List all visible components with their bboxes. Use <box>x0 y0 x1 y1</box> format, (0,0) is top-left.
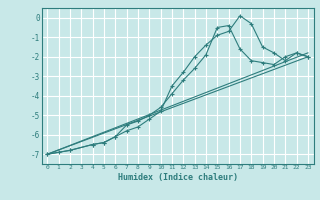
X-axis label: Humidex (Indice chaleur): Humidex (Indice chaleur) <box>118 173 237 182</box>
